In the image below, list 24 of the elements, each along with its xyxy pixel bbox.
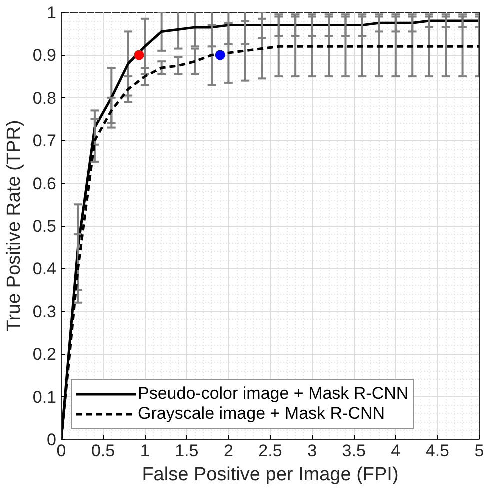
y-tick-label: 1 [47, 4, 57, 22]
y-tick-label: 0.8 [32, 88, 57, 108]
x-tick-label: 3.5 [342, 442, 366, 460]
x-tick-label: 2.5 [258, 442, 282, 460]
x-tick-label: 4 [391, 442, 401, 460]
y-tick-label: 0.5 [32, 217, 57, 236]
legend-label: Grayscale image + Mask R-CNN [138, 404, 386, 424]
y-tick-label: 0.2 [32, 345, 57, 364]
y-tick-label: 0.6 [32, 174, 57, 194]
x-tick-label: 4.5 [426, 442, 450, 460]
x-tick-label: 5 [474, 442, 484, 460]
y-tick-label: 0.4 [32, 260, 57, 279]
y-tick-label: 0.9 [32, 46, 57, 66]
y-axis-title: True Positive Rate (TPR) [4, 120, 25, 332]
y-tick-label: 0.7 [32, 132, 57, 151]
y-tick-label: 0.1 [32, 388, 57, 407]
y-tick-label: 0.3 [32, 302, 57, 322]
x-tick-label: 1 [140, 442, 150, 460]
x-tick-label: 1.5 [175, 442, 199, 460]
x-tick-label: 3 [308, 442, 318, 460]
x-axis-title: False Positive per Image (FPI) [142, 464, 399, 486]
x-tick-label: 0.5 [91, 442, 116, 460]
x-tick-label: 2 [224, 442, 234, 460]
legend-label: Pseudo-color image + Mask R-CNN [138, 384, 409, 404]
